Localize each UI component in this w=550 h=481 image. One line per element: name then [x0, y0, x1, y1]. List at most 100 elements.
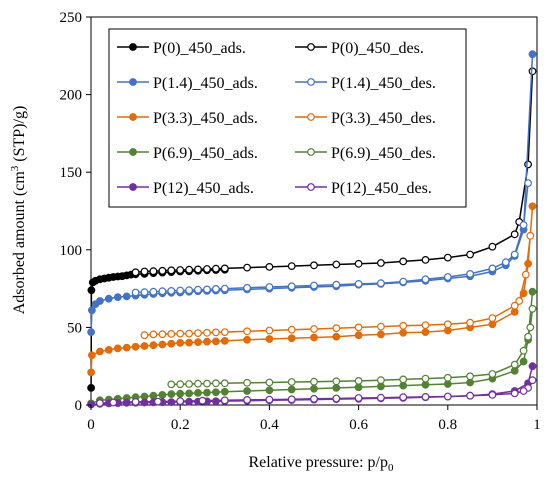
data-point [131, 288, 140, 297]
data-point [211, 285, 220, 293]
data-point [528, 376, 537, 385]
data-point [528, 50, 537, 59]
data-point [211, 337, 220, 346]
data-point [488, 242, 497, 251]
data-point [526, 323, 535, 332]
data-point [265, 395, 274, 404]
data-point [185, 389, 194, 398]
data-point [488, 264, 497, 273]
series-line [90, 54, 534, 333]
data-point [332, 324, 341, 333]
legend-item: P(3.3)_450_des. [295, 110, 436, 127]
data-point [185, 380, 194, 388]
data-point [377, 393, 385, 402]
data-point [354, 331, 363, 340]
data-point [220, 284, 229, 293]
data-point [528, 202, 537, 211]
data-point [421, 374, 430, 383]
series-layer [87, 50, 537, 409]
legend-label: P(6.9)_450_des. [331, 145, 436, 162]
data-point [158, 266, 167, 275]
data-point [287, 282, 296, 291]
data-point [220, 264, 229, 273]
legend: P(0)_450_ads. P(0)_450_des. P(1.4)_450_ads… [108, 28, 467, 208]
data-point [122, 343, 131, 352]
data-point [95, 399, 104, 408]
plot-area-border [90, 16, 538, 406]
data-point [185, 329, 194, 338]
data-point [354, 383, 363, 392]
data-point [176, 389, 185, 398]
data-point [466, 318, 475, 327]
data-point [399, 321, 408, 330]
data-point [528, 287, 537, 296]
data-point [354, 280, 363, 288]
data-point [310, 333, 318, 342]
legend-label: P(0)_450_ads. [153, 40, 246, 57]
data-point [510, 367, 519, 375]
data-point [377, 322, 385, 331]
data-point [265, 335, 274, 343]
data-point [220, 328, 229, 337]
data-point [149, 341, 158, 350]
y-axis-title: Adsorbed amount (cm3 (STP)/g) [9, 106, 28, 315]
data-point [167, 266, 176, 275]
data-point [167, 380, 176, 389]
data-point [122, 292, 131, 301]
data-point [140, 288, 149, 297]
y-tick-label: 0 [75, 398, 83, 414]
data-point [310, 325, 318, 333]
data-point [528, 362, 537, 371]
data-point [354, 259, 363, 268]
x-tick-label: 0.2 [171, 417, 190, 433]
data-point [354, 394, 363, 402]
data-point [185, 265, 194, 274]
series-P(3.3)_450_des. [140, 231, 535, 340]
legend-item: P(3.3)_450_ads. [117, 110, 258, 127]
y-tick-label: 250 [60, 10, 83, 26]
data-point [167, 390, 176, 399]
data-point [203, 265, 211, 273]
data-point [194, 329, 202, 338]
data-point [421, 328, 430, 337]
data-point [87, 286, 96, 295]
x-tick-label: 1 [533, 417, 541, 433]
data-point [198, 396, 207, 405]
data-point [176, 329, 185, 338]
legend-swatch-marker [307, 148, 315, 156]
y-axis-title-superscript: 3 [9, 165, 21, 171]
legend-label: P(3.3)_450_ads. [153, 110, 258, 127]
data-point [466, 250, 475, 259]
data-point [501, 258, 510, 267]
data-point [421, 321, 430, 330]
data-point [95, 347, 104, 356]
data-point [488, 314, 497, 323]
legend-swatch-marker [129, 148, 137, 156]
legend-label: P(12)_450_des. [331, 180, 432, 197]
data-point [167, 330, 176, 338]
data-point [149, 330, 158, 339]
data-point [519, 357, 528, 366]
y-tick-label: 150 [60, 165, 83, 181]
data-point [167, 287, 176, 295]
data-point [310, 394, 318, 403]
data-point [243, 283, 252, 292]
y-tick-label: 50 [67, 320, 82, 336]
data-point [265, 378, 274, 387]
data-point [104, 346, 113, 354]
data-point [140, 267, 149, 276]
data-point [510, 230, 519, 239]
data-point [220, 387, 229, 396]
data-point [399, 277, 408, 286]
x-tick-label: 0.4 [260, 417, 279, 433]
data-point [211, 328, 220, 337]
data-point [466, 372, 475, 381]
series-P(0)_450_des. [131, 67, 537, 277]
data-point [265, 283, 274, 291]
data-point [109, 398, 118, 407]
legend-swatch-marker [129, 183, 137, 191]
data-point [287, 385, 296, 394]
data-point [140, 342, 149, 350]
series-P(6.9)_450_des. [167, 304, 537, 389]
data-point [399, 328, 408, 337]
